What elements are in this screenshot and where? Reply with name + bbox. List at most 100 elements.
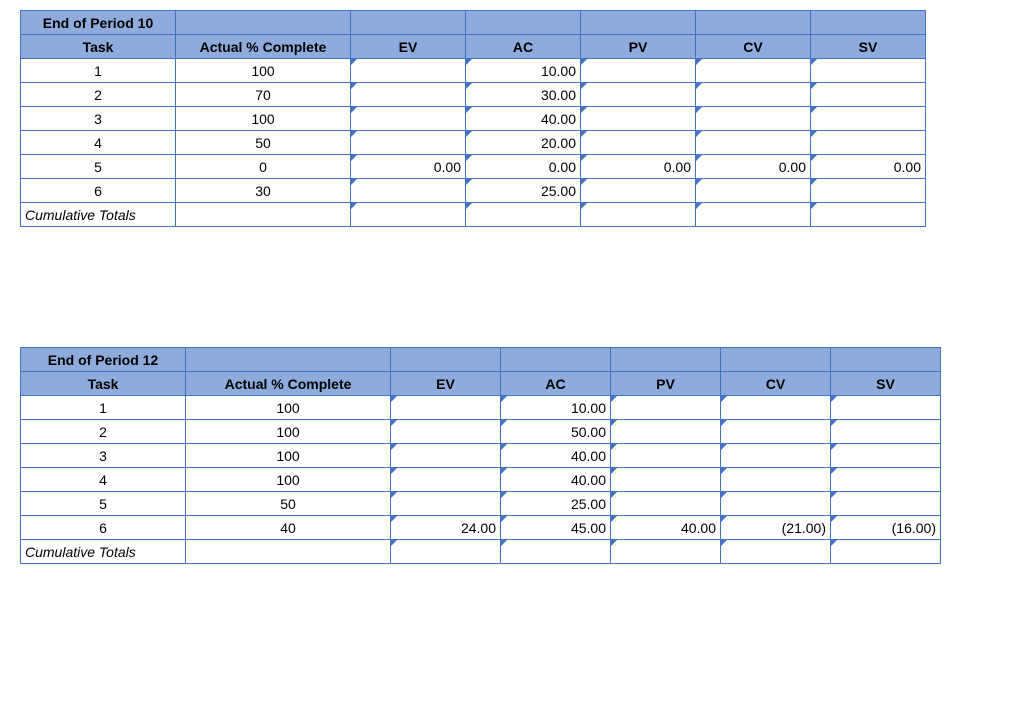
- period10-table-row1-cv: [696, 83, 811, 107]
- period12-table-header-2: EV: [391, 372, 501, 396]
- period12-table-totals-ev: [391, 540, 501, 564]
- period10-table-header-5: CV: [696, 35, 811, 59]
- period10-table-row0-task: 1: [21, 59, 176, 83]
- period12-table-row0-sv: [831, 396, 941, 420]
- period10-table-row4-ev: 0.00: [351, 155, 466, 179]
- period10-table-row1-pct: 70: [176, 83, 351, 107]
- period10-table-totals-label: Cumulative Totals: [21, 203, 176, 227]
- period10-table-row3-pct: 50: [176, 131, 351, 155]
- period10-table-row2-ac: 40.00: [466, 107, 581, 131]
- period12-table-title: End of Period 12: [21, 348, 186, 372]
- period12-table-title-pad-1: [186, 348, 391, 372]
- period10-table-title: End of Period 10: [21, 11, 176, 35]
- period10-table-row5-sv: [811, 179, 926, 203]
- period12-table-row4-pv: [611, 492, 721, 516]
- period12-table-row2-pct: 100: [186, 444, 391, 468]
- table-gap: [20, 227, 1004, 347]
- period12-table-title-pad-4: [611, 348, 721, 372]
- period12-table-title-pad-3: [501, 348, 611, 372]
- period10-table-row4-sv: 0.00: [811, 155, 926, 179]
- period12-table-row0-pv: [611, 396, 721, 420]
- period10-table-totals-ac: [466, 203, 581, 227]
- period12-table-row4-ev: [391, 492, 501, 516]
- period10-table-row1-sv: [811, 83, 926, 107]
- period10-table: End of Period 10TaskActual % CompleteEVA…: [20, 10, 926, 227]
- period12-table-header-3: AC: [501, 372, 611, 396]
- period12-table-header-4: PV: [611, 372, 721, 396]
- period12-table-title-pad-2: [391, 348, 501, 372]
- period10-table-row5-pct: 30: [176, 179, 351, 203]
- period10-table-row2-pv: [581, 107, 696, 131]
- period10-table-row2-sv: [811, 107, 926, 131]
- period10-table-totals-sv: [811, 203, 926, 227]
- period10-table-title-pad-2: [351, 11, 466, 35]
- period12-table: End of Period 12TaskActual % CompleteEVA…: [20, 347, 941, 564]
- period10-table-row2-task: 3: [21, 107, 176, 131]
- period10-table-row3-task: 4: [21, 131, 176, 155]
- period12-table-row0-pct: 100: [186, 396, 391, 420]
- period10-table-row3-cv: [696, 131, 811, 155]
- period12-table-row1-pv: [611, 420, 721, 444]
- period12-table-row5-ev: 24.00: [391, 516, 501, 540]
- period12-table-row1-cv: [721, 420, 831, 444]
- period10-table-row1-ac: 30.00: [466, 83, 581, 107]
- period12-table-title-pad-5: [721, 348, 831, 372]
- period12-table-header-5: CV: [721, 372, 831, 396]
- period10-table-row5-ac: 25.00: [466, 179, 581, 203]
- period10-table-row0-cv: [696, 59, 811, 83]
- period12-table-row2-cv: [721, 444, 831, 468]
- period12-table-header-6: SV: [831, 372, 941, 396]
- period12-table-row0-ac: 10.00: [501, 396, 611, 420]
- period10-table-row1-ev: [351, 83, 466, 107]
- period10-table-row0-sv: [811, 59, 926, 83]
- period10-table-row3-sv: [811, 131, 926, 155]
- period12-table-row4-task: 5: [21, 492, 186, 516]
- period12-table-row4-cv: [721, 492, 831, 516]
- period12-table-row1-ac: 50.00: [501, 420, 611, 444]
- period12-table-row5-cv: (21.00): [721, 516, 831, 540]
- period10-table-row5-cv: [696, 179, 811, 203]
- period10-table-header-4: PV: [581, 35, 696, 59]
- period12-table-row0-cv: [721, 396, 831, 420]
- period10-table-header-1: Actual % Complete: [176, 35, 351, 59]
- period12-table-row1-sv: [831, 420, 941, 444]
- period12-table-row3-pct: 100: [186, 468, 391, 492]
- period10-table-row4-task: 5: [21, 155, 176, 179]
- period12-table-row3-pv: [611, 468, 721, 492]
- period12-table-row3-sv: [831, 468, 941, 492]
- period12-table-row3-cv: [721, 468, 831, 492]
- period12-table-row5-pv: 40.00: [611, 516, 721, 540]
- period12-table-row1-task: 2: [21, 420, 186, 444]
- period12-table-row2-sv: [831, 444, 941, 468]
- period12-table-title-pad-6: [831, 348, 941, 372]
- period10-table-header-2: EV: [351, 35, 466, 59]
- period10-table-row3-pv: [581, 131, 696, 155]
- period12-table-row5-sv: (16.00): [831, 516, 941, 540]
- period10-table-row2-ev: [351, 107, 466, 131]
- period12-table-row2-ac: 40.00: [501, 444, 611, 468]
- period10-table-header-6: SV: [811, 35, 926, 59]
- period10-table-row0-pv: [581, 59, 696, 83]
- period10-table-row4-cv: 0.00: [696, 155, 811, 179]
- period10-table-row3-ac: 20.00: [466, 131, 581, 155]
- period10-table-row0-pct: 100: [176, 59, 351, 83]
- period10-table-row5-task: 6: [21, 179, 176, 203]
- period10-table-header-0: Task: [21, 35, 176, 59]
- period10-table-row3-ev: [351, 131, 466, 155]
- period12-table-row3-ac: 40.00: [501, 468, 611, 492]
- period12-table-row0-ev: [391, 396, 501, 420]
- period12-table-totals-pv: [611, 540, 721, 564]
- period12-table-totals-sv: [831, 540, 941, 564]
- period10-table-totals-pv: [581, 203, 696, 227]
- period10-table-title-pad-5: [696, 11, 811, 35]
- period10-table-row5-ev: [351, 179, 466, 203]
- period10-table-title-pad-3: [466, 11, 581, 35]
- period12-table-row5-pct: 40: [186, 516, 391, 540]
- period12-table-totals-cv: [721, 540, 831, 564]
- period12-table-totals-pct: [186, 540, 391, 564]
- period12-table-row4-ac: 25.00: [501, 492, 611, 516]
- period10-table-title-pad-4: [581, 11, 696, 35]
- period10-table-row0-ev: [351, 59, 466, 83]
- period12-table-header-1: Actual % Complete: [186, 372, 391, 396]
- period10-table-row1-pv: [581, 83, 696, 107]
